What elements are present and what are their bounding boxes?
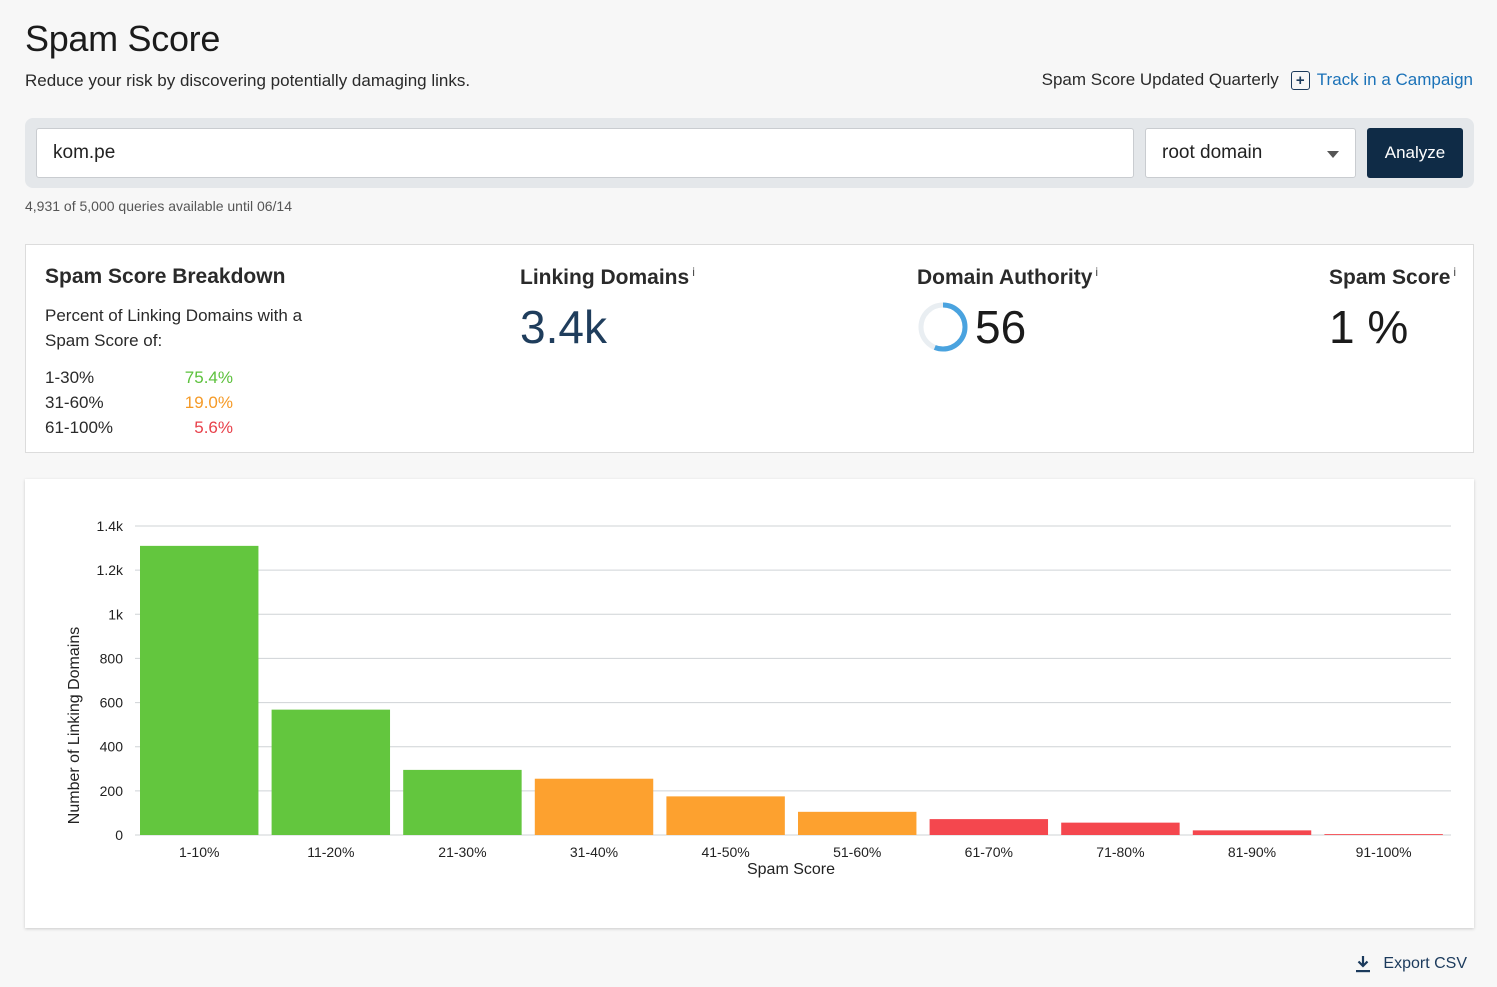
breakdown-title: Spam Score Breakdown: [45, 265, 286, 288]
y-axis-label: Number of Linking Domains: [66, 627, 83, 824]
y-tick-label: 1.4k: [97, 518, 124, 534]
export-csv-label: Export CSV: [1383, 955, 1467, 972]
x-tick-label: 81-90%: [1228, 844, 1276, 860]
query-quota: 4,931 of 5,000 queries available until 0…: [25, 198, 292, 214]
x-tick-label: 51-60%: [833, 844, 881, 860]
spam-score-bar-chart: 0 200 400 600 800 1k 1.2k 1.4k 1-10% 11-20% 21-30%…: [66, 518, 1451, 878]
domain-authority-metric: Domain Authority i 56: [917, 265, 1098, 354]
linking-domains-title: Linking Domains: [520, 266, 690, 289]
y-tick-label: 1.2k: [97, 562, 124, 578]
breakdown-percent: 75.4%: [184, 367, 233, 387]
x-tick-label: 1-10%: [179, 844, 219, 860]
chart-bar: [140, 545, 259, 835]
breakdown-percent: 19.0%: [184, 392, 233, 412]
breakdown-percent: 5.6%: [194, 417, 233, 437]
metrics-card: Spam Score Breakdown Percent of Linking …: [25, 244, 1474, 453]
chart-bar: [403, 769, 522, 835]
y-tick-label: 0: [115, 827, 123, 843]
spam-score-metric: Spam Score i 1 %: [1329, 265, 1456, 354]
x-tick-label: 11-20%: [307, 844, 354, 860]
breakdown-row: 31-60% 19.0%: [45, 390, 325, 415]
y-tick-label: 600: [100, 695, 124, 711]
plus-box-icon: +: [1290, 70, 1310, 90]
breakdown-range: 1-30%: [45, 367, 95, 387]
chart-bar: [798, 811, 917, 835]
breakdown-row: 1-30% 75.4%: [45, 365, 325, 390]
scope-select[interactable]: root domain: [1145, 128, 1356, 178]
track-in-campaign-link[interactable]: + Track in a Campaign: [1290, 70, 1473, 90]
breakdown-range: 31-60%: [45, 392, 104, 412]
spam-score-title: Spam Score: [1329, 266, 1451, 289]
chart-bar: [929, 819, 1049, 835]
chart-bar: [1324, 834, 1443, 835]
domain-authority-ring-icon: [918, 302, 968, 352]
export-csv-button[interactable]: Export CSV: [1355, 955, 1467, 973]
breakdown-table: 1-30% 75.4% 31-60% 19.0% 61-100% 5.6%: [45, 365, 325, 440]
x-tick-label: 71-80%: [1096, 844, 1144, 860]
info-icon[interactable]: i: [1453, 265, 1457, 279]
scope-selected-value: root domain: [1162, 142, 1263, 163]
x-tick-label: 31-40%: [570, 844, 618, 860]
info-icon[interactable]: i: [1095, 265, 1099, 279]
analyze-button[interactable]: Analyze: [1367, 128, 1463, 178]
spam-score-breakdown: Spam Score Breakdown Percent of Linking …: [45, 265, 325, 440]
spam-score-value: 1 %: [1329, 301, 1409, 353]
chart-bar: [271, 709, 391, 835]
linking-domains-value: 3.4k: [520, 301, 607, 353]
search-bar: root domain Analyze: [25, 118, 1474, 188]
x-tick-label: 61-70%: [965, 844, 1013, 860]
chart-bar: [1192, 830, 1312, 835]
x-tick-label: 41-50%: [701, 844, 749, 860]
caret-down-icon: [1327, 151, 1339, 158]
domain-authority-value: 56: [975, 301, 1027, 353]
chart-bar: [534, 778, 654, 835]
y-tick-label: 200: [100, 783, 124, 799]
url-input[interactable]: [36, 128, 1134, 178]
y-tick-label: 400: [100, 739, 124, 755]
track-in-campaign-label: Track in a Campaign: [1316, 70, 1473, 89]
x-tick-label: 91-100%: [1356, 844, 1412, 860]
chart-bar: [1061, 822, 1180, 835]
spam-score-chart-card: 0 200 400 600 800 1k 1.2k 1.4k 1-10% 11-20% 21-30%…: [25, 479, 1474, 928]
download-icon: [1356, 956, 1371, 973]
breakdown-description: Percent of Linking Domains with a Spam S…: [45, 306, 303, 350]
linking-domains-metric: Linking Domains i 3.4k: [520, 265, 695, 354]
y-tick-label: 800: [100, 650, 124, 666]
y-tick-label: 1k: [108, 606, 124, 622]
update-frequency-note: Spam Score Updated Quarterly: [1041, 70, 1279, 89]
domain-authority-title: Domain Authority: [917, 266, 1093, 289]
x-tick-label: 21-30%: [438, 844, 486, 860]
header-actions: Spam Score Updated Quarterly + Track in …: [1042, 70, 1473, 90]
breakdown-range: 61-100%: [45, 417, 114, 437]
page-title: Spam Score: [25, 18, 221, 59]
page-subtitle: Reduce your risk by discovering potentia…: [25, 71, 471, 90]
info-icon[interactable]: i: [692, 265, 695, 279]
chart-bar: [666, 796, 785, 835]
x-axis-label: Spam Score: [747, 861, 835, 878]
breakdown-row: 61-100% 5.6%: [45, 415, 325, 440]
